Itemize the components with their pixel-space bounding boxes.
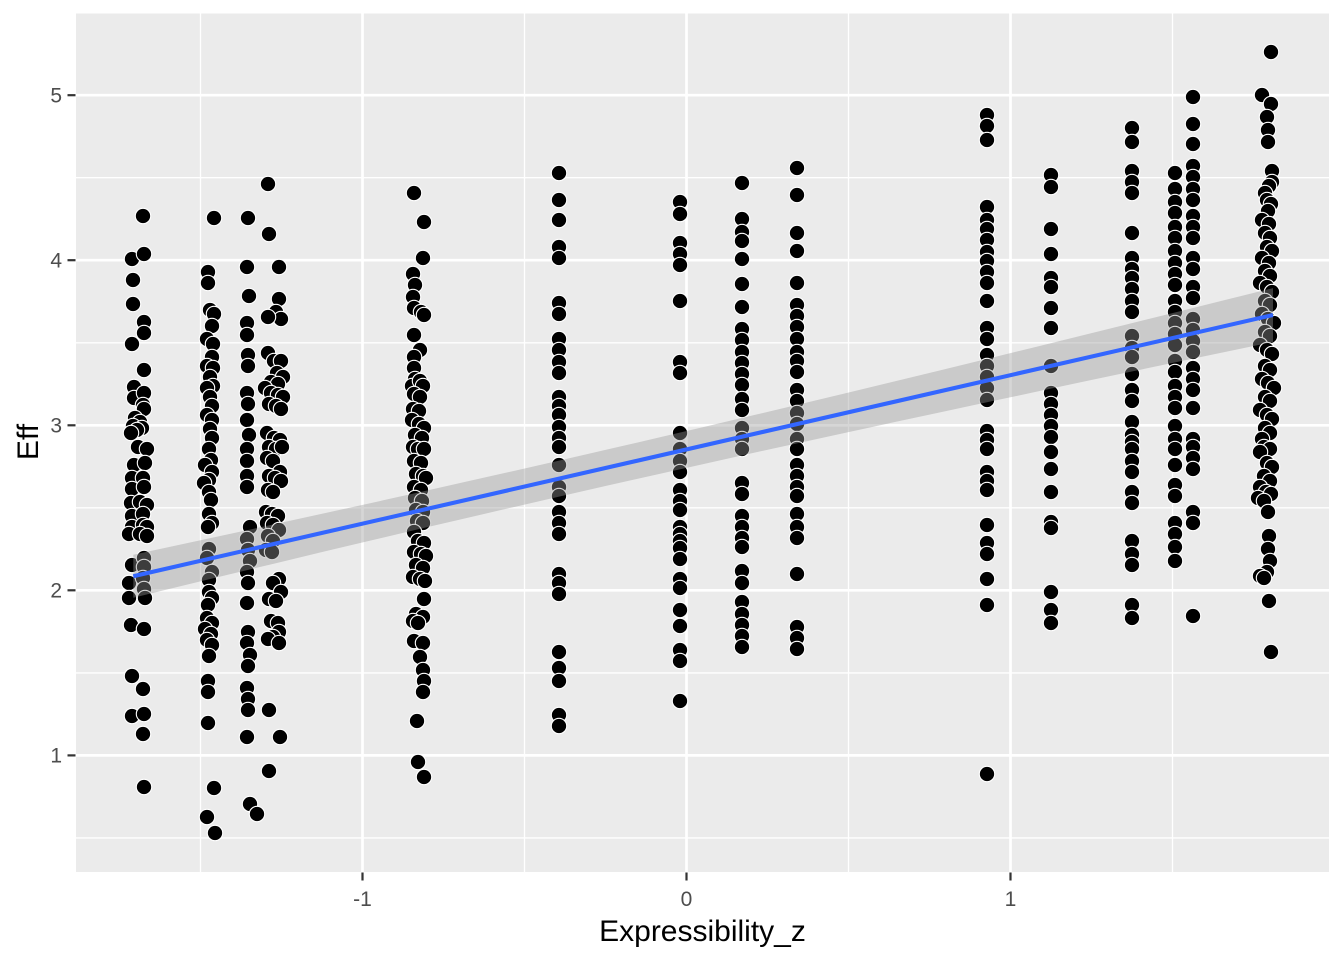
svg-text:5: 5 [50, 84, 62, 107]
svg-text:2: 2 [50, 579, 62, 602]
svg-text:3: 3 [50, 414, 62, 437]
svg-text:1: 1 [1005, 888, 1017, 911]
svg-text:Expressibility_z: Expressibility_z [599, 915, 806, 948]
svg-text:1: 1 [50, 745, 62, 768]
svg-text:Eff: Eff [12, 423, 45, 460]
svg-text:-1: -1 [353, 888, 372, 911]
svg-text:0: 0 [681, 888, 693, 911]
svg-text:4: 4 [50, 249, 62, 272]
